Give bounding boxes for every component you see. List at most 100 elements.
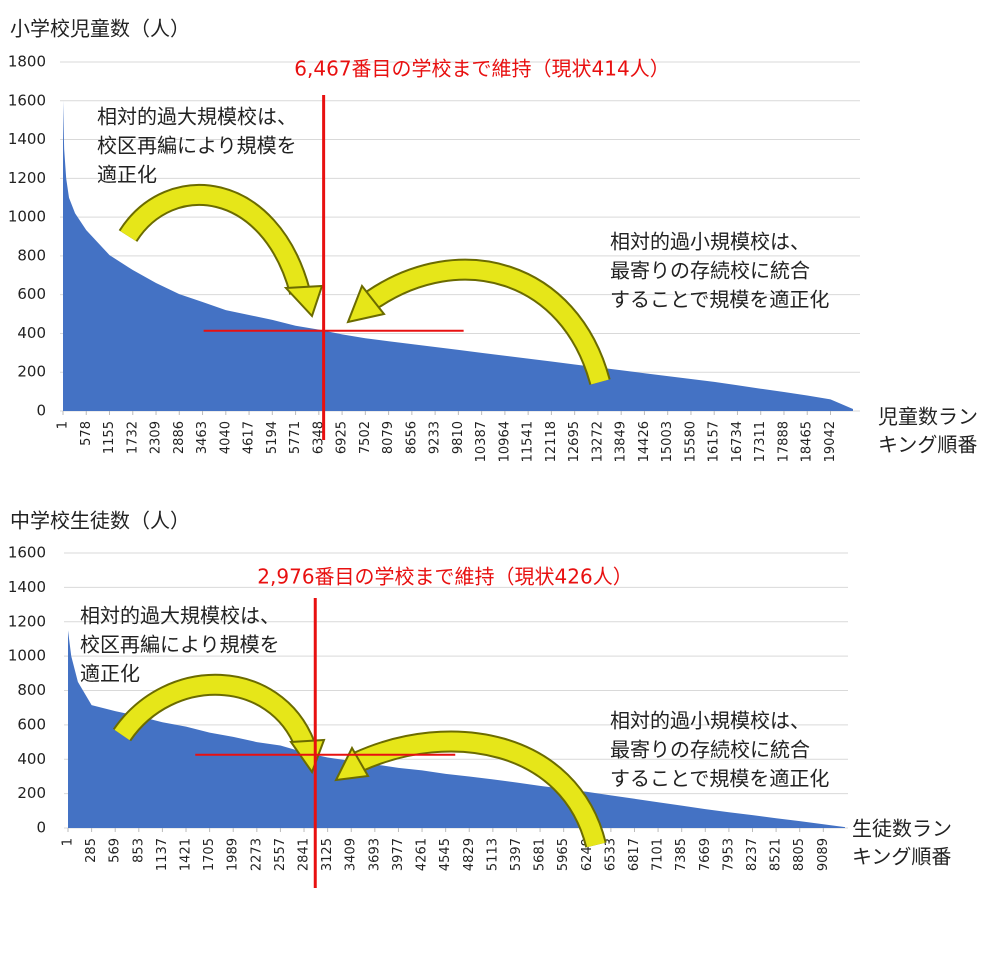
x-tick-label: 3463 bbox=[195, 421, 210, 454]
overlays: 6,467番目の学校まで維持（現状414人）相対的過大規模校は、校区再編により規… bbox=[80, 57, 829, 888]
arrow bbox=[354, 732, 605, 848]
x-tick-label: 5397 bbox=[509, 838, 524, 871]
y-tick-label: 1800 bbox=[8, 53, 46, 71]
x-tick-label: 4040 bbox=[218, 421, 233, 454]
x-tick-label: 2309 bbox=[149, 421, 164, 454]
annotation: 最寄りの存続校に統合 bbox=[610, 738, 810, 762]
annotation: 適正化 bbox=[80, 662, 140, 686]
x-tick-label: 1732 bbox=[125, 421, 140, 454]
x-tick-label: 6533 bbox=[603, 838, 618, 871]
x-tick-label: 15580 bbox=[683, 421, 698, 462]
annotation: 相対的過大規模校は、 bbox=[97, 105, 297, 129]
x-tick-label: 2886 bbox=[172, 421, 187, 454]
x-tick-label: 10387 bbox=[474, 421, 489, 462]
y-tick-label: 600 bbox=[17, 285, 46, 303]
x-tick-label: 1 bbox=[56, 421, 71, 429]
x-tick-label: 7953 bbox=[721, 838, 736, 871]
x-tick-label: 5965 bbox=[556, 838, 571, 871]
x-tick-label: 12695 bbox=[567, 421, 582, 462]
x-tick-label: 5771 bbox=[288, 421, 303, 454]
arrow bbox=[366, 260, 609, 385]
x-axis-label: 児童数ラン bbox=[878, 405, 978, 429]
y-tick-label: 0 bbox=[36, 402, 46, 420]
x-tick-label: 5681 bbox=[533, 838, 548, 871]
x-tick-label: 3977 bbox=[391, 838, 406, 871]
x-tick-label: 853 bbox=[131, 838, 146, 863]
x-tick-label: 13272 bbox=[590, 421, 605, 462]
x-tick-label: 285 bbox=[84, 838, 99, 863]
x-tick-label: 1137 bbox=[155, 838, 170, 871]
y-tick-label: 400 bbox=[17, 750, 46, 768]
y-tick-label: 1400 bbox=[8, 578, 46, 596]
x-tick-label: 1155 bbox=[102, 421, 117, 454]
annotation: 最寄りの存続校に統合 bbox=[610, 259, 810, 283]
annotation: することで規模を適正化 bbox=[610, 288, 829, 312]
x-tick-label: 13849 bbox=[614, 421, 629, 462]
x-tick-label: 1705 bbox=[202, 838, 217, 871]
y-tick-label: 1000 bbox=[8, 647, 46, 665]
annotation-title: 6,467番目の学校まで維持（現状414人） bbox=[294, 57, 669, 81]
x-tick-label: 9810 bbox=[451, 421, 466, 454]
x-tick-label: 7502 bbox=[358, 421, 373, 454]
x-tick-label: 9089 bbox=[816, 838, 831, 871]
arrow-head bbox=[334, 745, 370, 782]
y-tick-label: 1600 bbox=[8, 91, 46, 109]
annotation: 相対的過小規模校は、 bbox=[610, 709, 810, 733]
y-tick-label: 1400 bbox=[8, 130, 46, 148]
area bbox=[63, 100, 853, 412]
annotation: 適正化 bbox=[97, 163, 157, 187]
x-tick-label: 578 bbox=[79, 421, 94, 446]
x-tick-label: 19042 bbox=[823, 421, 838, 462]
y-tick-label: 200 bbox=[17, 363, 46, 381]
annotation-title: 2,976番目の学校まで維持（現状426人） bbox=[257, 565, 632, 589]
arrow-head bbox=[346, 284, 386, 324]
y-tick-label: 1600 bbox=[8, 544, 46, 562]
x-tick-label: 8805 bbox=[792, 838, 807, 871]
annotation: 相対的過小規模校は、 bbox=[610, 230, 810, 254]
x-tick-label: 7385 bbox=[674, 838, 689, 871]
x-tick-label: 11541 bbox=[521, 421, 536, 462]
x-tick-label: 18465 bbox=[800, 421, 815, 462]
x-tick-label: 7101 bbox=[651, 838, 666, 871]
x-tick-label: 1421 bbox=[179, 838, 194, 871]
x-tick-label: 7669 bbox=[698, 838, 713, 871]
y-tick-label: 0 bbox=[36, 819, 46, 837]
y-tick-label: 1200 bbox=[8, 169, 46, 187]
x-tick-label: 569 bbox=[108, 838, 123, 863]
areas: 小学校児童数（人）0200400600800100012001400160018… bbox=[8, 17, 978, 872]
x-tick-label: 9233 bbox=[428, 421, 443, 454]
x-tick-label: 6817 bbox=[627, 838, 642, 871]
x-tick-label: 8656 bbox=[404, 421, 419, 454]
x-tick-label: 8079 bbox=[381, 421, 396, 454]
x-tick-label: 10964 bbox=[497, 421, 512, 462]
x-tick-label: 6249 bbox=[580, 838, 595, 871]
y-tick-label: 1200 bbox=[8, 612, 46, 630]
x-tick-label: 1 bbox=[61, 838, 76, 846]
x-tick-label: 8521 bbox=[769, 838, 784, 871]
x-tick-label: 4545 bbox=[438, 838, 453, 871]
x-tick-label: 3693 bbox=[367, 838, 382, 871]
y-tick-label: 1000 bbox=[8, 208, 46, 226]
x-tick-label: 1989 bbox=[226, 838, 241, 871]
annotation: することで規模を適正化 bbox=[610, 767, 829, 791]
x-tick-label: 4261 bbox=[415, 838, 430, 871]
annotation: 校区再編により規模を bbox=[97, 134, 297, 158]
chart-title: 中学校生徒数（人） bbox=[10, 509, 190, 533]
arrow bbox=[114, 675, 314, 749]
annotation: 相対的過大規模校は、 bbox=[80, 604, 280, 628]
arrow bbox=[120, 186, 309, 295]
y-tick-label: 800 bbox=[17, 681, 46, 699]
x-axis-label: 生徒数ラン bbox=[852, 817, 952, 841]
y-tick-label: 800 bbox=[17, 246, 46, 264]
arrow-head bbox=[283, 284, 324, 318]
y-tick-label: 400 bbox=[17, 324, 46, 342]
x-tick-label: 16734 bbox=[730, 421, 745, 462]
x-tick-label: 16157 bbox=[707, 421, 722, 462]
x-axis-label: キング順番 bbox=[852, 845, 951, 869]
x-tick-label: 6925 bbox=[335, 421, 350, 454]
x-tick-label: 2273 bbox=[249, 838, 264, 871]
x-axis-label: キング順番 bbox=[878, 433, 977, 457]
x-tick-label: 4617 bbox=[242, 421, 257, 454]
annotation: 校区再編により規模を bbox=[80, 633, 280, 657]
